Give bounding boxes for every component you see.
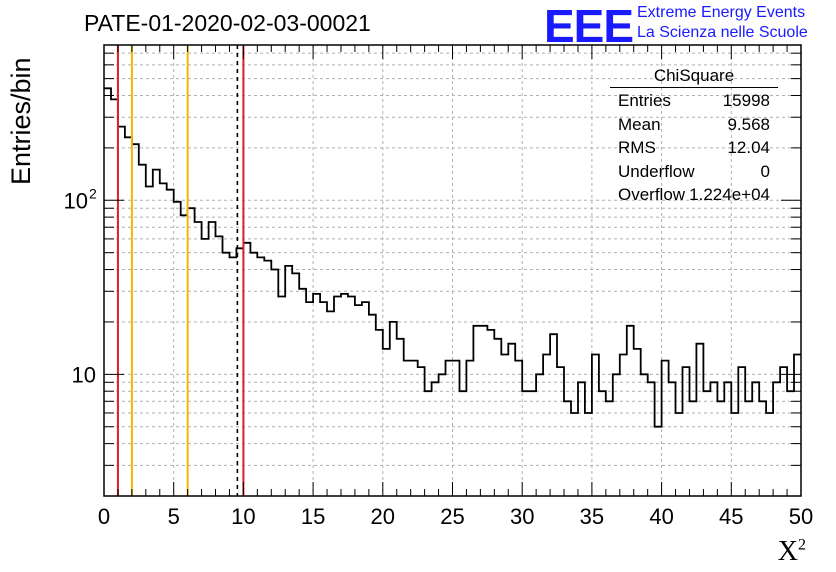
stats-value: 9.568 <box>727 114 770 134</box>
stats-key: RMS <box>618 138 656 157</box>
logo-line-2: La Scienza nelle Scuole <box>637 24 808 41</box>
y-axis-label: Entries/bin <box>6 57 36 185</box>
chart-title: PATE-01-2020-02-03-00021 <box>84 10 371 36</box>
eee-logo: EEE <box>544 0 634 52</box>
x-tick-label: 10 <box>231 504 255 529</box>
x-axis-label: X2 <box>778 536 806 568</box>
y-tick-label: 10 <box>72 362 96 387</box>
x-tick-label: 45 <box>719 504 743 529</box>
x-tick-label: 50 <box>789 504 813 529</box>
logo-text: Extreme Energy Events La Scienza nelle S… <box>637 3 808 43</box>
x-tick-label: 25 <box>440 504 464 529</box>
logo-line-1: Extreme Energy Events <box>637 4 806 21</box>
stats-title: ChiSquare <box>610 66 778 88</box>
x-tick-label: 20 <box>371 504 395 529</box>
stats-row-underflow: Underflow 0 <box>610 160 778 184</box>
stats-key: Entries <box>618 91 671 110</box>
x-tick-label: 5 <box>168 504 180 529</box>
stats-key: Underflow <box>618 161 695 181</box>
stats-row-overflow: Overflow 1.224e+04 <box>610 183 778 207</box>
x-tick-label: 35 <box>580 504 604 529</box>
y-tick-label: 10 <box>64 188 88 213</box>
stats-box: ChiSquare Entries 15998 Mean 9.568 RMS 12.0… <box>610 66 778 207</box>
stats-value: 1.224e+04 <box>689 185 770 204</box>
histogram-series <box>104 87 801 428</box>
stats-row-rms: RMS 12.04 <box>610 136 778 160</box>
plot-frame <box>103 44 802 497</box>
x-tick-label: 30 <box>510 504 534 529</box>
stats-row-mean: Mean 9.568 <box>610 113 778 137</box>
stats-value: 0 <box>760 161 770 181</box>
x-tick-label: 0 <box>98 504 110 529</box>
x-axis-label-exp: 2 <box>798 536 806 554</box>
stats-row-entries: Entries 15998 <box>610 89 778 113</box>
stats-value: 12.04 <box>727 138 770 157</box>
x-tick-label: 15 <box>301 504 325 529</box>
stats-key: Mean <box>618 114 661 134</box>
stats-key: Overflow <box>618 185 686 204</box>
x-tick-label: 40 <box>649 504 673 529</box>
stats-value: 15998 <box>722 91 770 110</box>
y-tick-label-exp: 2 <box>89 185 97 201</box>
x-axis-label-base: X <box>777 536 798 567</box>
